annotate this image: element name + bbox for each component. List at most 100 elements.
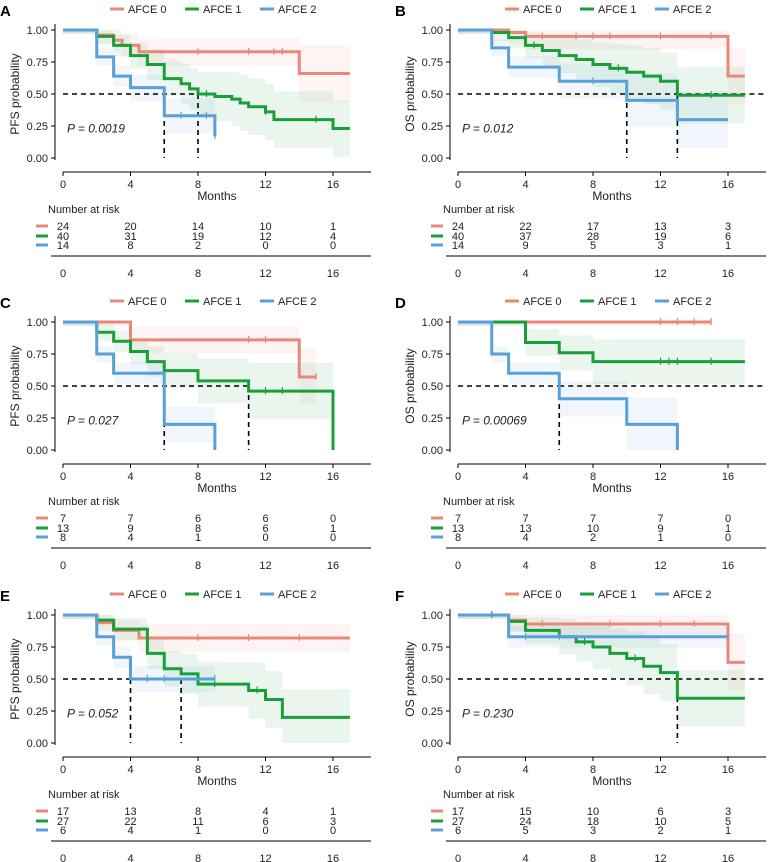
y-tick-label: 0.50 bbox=[27, 381, 48, 393]
risk-x-tick: 4 bbox=[522, 268, 528, 280]
risk-value: 13 bbox=[124, 806, 136, 818]
y-tick-label: 1.00 bbox=[27, 610, 48, 622]
y-axis-title: PFS probability bbox=[8, 638, 22, 719]
km-panel-d: D AFCE 0 AFCE 1 AFCE 2 0.00 0.25 0.50 0.75 1.00 0… bbox=[395, 295, 766, 572]
risk-title: Number at risk bbox=[443, 789, 515, 801]
risk-x-tick: 12 bbox=[654, 853, 666, 862]
risk-x-tick: 8 bbox=[590, 853, 596, 862]
x-tick-label: 8 bbox=[195, 764, 201, 776]
km-curve-0 bbox=[458, 28, 745, 78]
risk-x-tick: 12 bbox=[259, 560, 271, 572]
y-tick-label: 0.00 bbox=[422, 153, 443, 165]
risk-value: 9 bbox=[522, 240, 528, 252]
y-tick-label: 1.00 bbox=[422, 25, 443, 37]
x-tick-label: 4 bbox=[522, 471, 528, 483]
risk-value: 1 bbox=[195, 532, 201, 544]
km-curve-1 bbox=[458, 613, 745, 700]
y-tick-label: 0.75 bbox=[422, 349, 443, 361]
legend-label: AFCE 2 bbox=[673, 589, 712, 601]
risk-value: 6 bbox=[195, 513, 201, 525]
legend-label: AFCE 2 bbox=[278, 296, 317, 308]
risk-value: 19 bbox=[654, 231, 666, 243]
risk-value: 5 bbox=[725, 816, 731, 828]
x-tick-label: 8 bbox=[195, 471, 201, 483]
y-tick-label: 0.25 bbox=[27, 706, 48, 718]
y-tick-label: 0.75 bbox=[422, 642, 443, 654]
x-tick-label: 12 bbox=[654, 179, 666, 191]
y-tick-label: 0.75 bbox=[422, 57, 443, 69]
x-tick-label: 16 bbox=[327, 179, 339, 191]
risk-x-tick: 0 bbox=[455, 268, 461, 280]
p-value: P = 0.027 bbox=[67, 413, 120, 427]
km-curve-1 bbox=[458, 320, 745, 364]
risk-value: 1 bbox=[725, 240, 731, 252]
risk-value: 4 bbox=[127, 825, 133, 837]
risk-value: 0 bbox=[262, 532, 268, 544]
y-tick-label: 0.75 bbox=[27, 642, 48, 654]
y-axis-title: OS probability bbox=[403, 641, 417, 716]
y-tick-label: 0.75 bbox=[27, 57, 48, 69]
risk-x-tick: 0 bbox=[455, 560, 461, 572]
risk-value: 18 bbox=[587, 816, 599, 828]
risk-value: 7 bbox=[60, 513, 66, 525]
risk-value: 10 bbox=[654, 816, 666, 828]
risk-value: 0 bbox=[330, 513, 336, 525]
risk-value: 31 bbox=[124, 231, 136, 243]
legend-label: AFCE 1 bbox=[203, 296, 242, 308]
risk-x-tick: 0 bbox=[60, 560, 66, 572]
risk-value: 8 bbox=[195, 523, 201, 535]
x-tick-label: 12 bbox=[259, 471, 271, 483]
risk-x-tick: 4 bbox=[127, 560, 133, 572]
km-curve-0 bbox=[63, 320, 317, 379]
km-panel-c: C AFCE 0 AFCE 1 AFCE 2 0.00 0.25 0.50 0.75 1.00 0… bbox=[0, 295, 371, 572]
panel-label: D bbox=[395, 295, 406, 312]
risk-value: 3 bbox=[590, 825, 596, 837]
x-tick-label: 0 bbox=[455, 764, 461, 776]
risk-value: 3 bbox=[725, 806, 731, 818]
risk-value: 0 bbox=[262, 240, 268, 252]
legend-label: AFCE 1 bbox=[598, 589, 637, 601]
risk-value: 1 bbox=[195, 825, 201, 837]
ci-band-2 bbox=[458, 30, 728, 148]
risk-x-tick: 4 bbox=[522, 560, 528, 572]
x-axis-title: Months bbox=[592, 189, 631, 203]
legend-label: AFCE 1 bbox=[598, 4, 637, 16]
risk-x-tick: 12 bbox=[654, 560, 666, 572]
x-tick-label: 0 bbox=[60, 764, 66, 776]
risk-value: 11 bbox=[192, 816, 203, 828]
risk-value: 10 bbox=[259, 221, 271, 233]
km-curve-1 bbox=[63, 613, 350, 719]
risk-x-tick: 8 bbox=[590, 268, 596, 280]
p-value: P = 0.052 bbox=[67, 706, 119, 720]
risk-x-tick: 0 bbox=[455, 853, 461, 862]
risk-value: 28 bbox=[587, 231, 599, 243]
risk-value: 6 bbox=[262, 513, 268, 525]
x-tick-label: 4 bbox=[127, 471, 133, 483]
x-axis-title: Months bbox=[592, 774, 631, 788]
y-tick-label: 0.75 bbox=[27, 349, 48, 361]
km-panel-e: E AFCE 0 AFCE 1 AFCE 2 0.00 0.25 0.50 0.75 1.00 0… bbox=[0, 588, 371, 862]
risk-value: 7 bbox=[590, 513, 596, 525]
risk-value: 6 bbox=[455, 825, 461, 837]
x-axis-title: Months bbox=[197, 774, 236, 788]
risk-value: 1 bbox=[725, 523, 731, 535]
risk-value: 3 bbox=[725, 221, 731, 233]
risk-value: 13 bbox=[654, 221, 666, 233]
risk-value: 2 bbox=[590, 532, 596, 544]
y-axis-title: PFS probability bbox=[8, 53, 22, 134]
km-panel-a: A AFCE 0 AFCE 1 AFCE 2 0.00 0.25 0.50 0.75 1.00 0… bbox=[0, 3, 371, 280]
risk-value: 17 bbox=[57, 806, 69, 818]
x-tick-label: 0 bbox=[60, 179, 66, 191]
y-tick-label: 0.00 bbox=[27, 445, 48, 457]
risk-value: 7 bbox=[522, 513, 528, 525]
y-tick-label: 0.00 bbox=[27, 153, 48, 165]
risk-value: 15 bbox=[519, 806, 531, 818]
legend-label: AFCE 0 bbox=[523, 296, 562, 308]
risk-value: 13 bbox=[519, 523, 531, 535]
km-curve-1 bbox=[63, 320, 335, 450]
risk-title: Number at risk bbox=[48, 789, 120, 801]
risk-x-tick: 16 bbox=[722, 268, 734, 280]
risk-value: 40 bbox=[57, 231, 69, 243]
x-tick-label: 8 bbox=[590, 471, 596, 483]
